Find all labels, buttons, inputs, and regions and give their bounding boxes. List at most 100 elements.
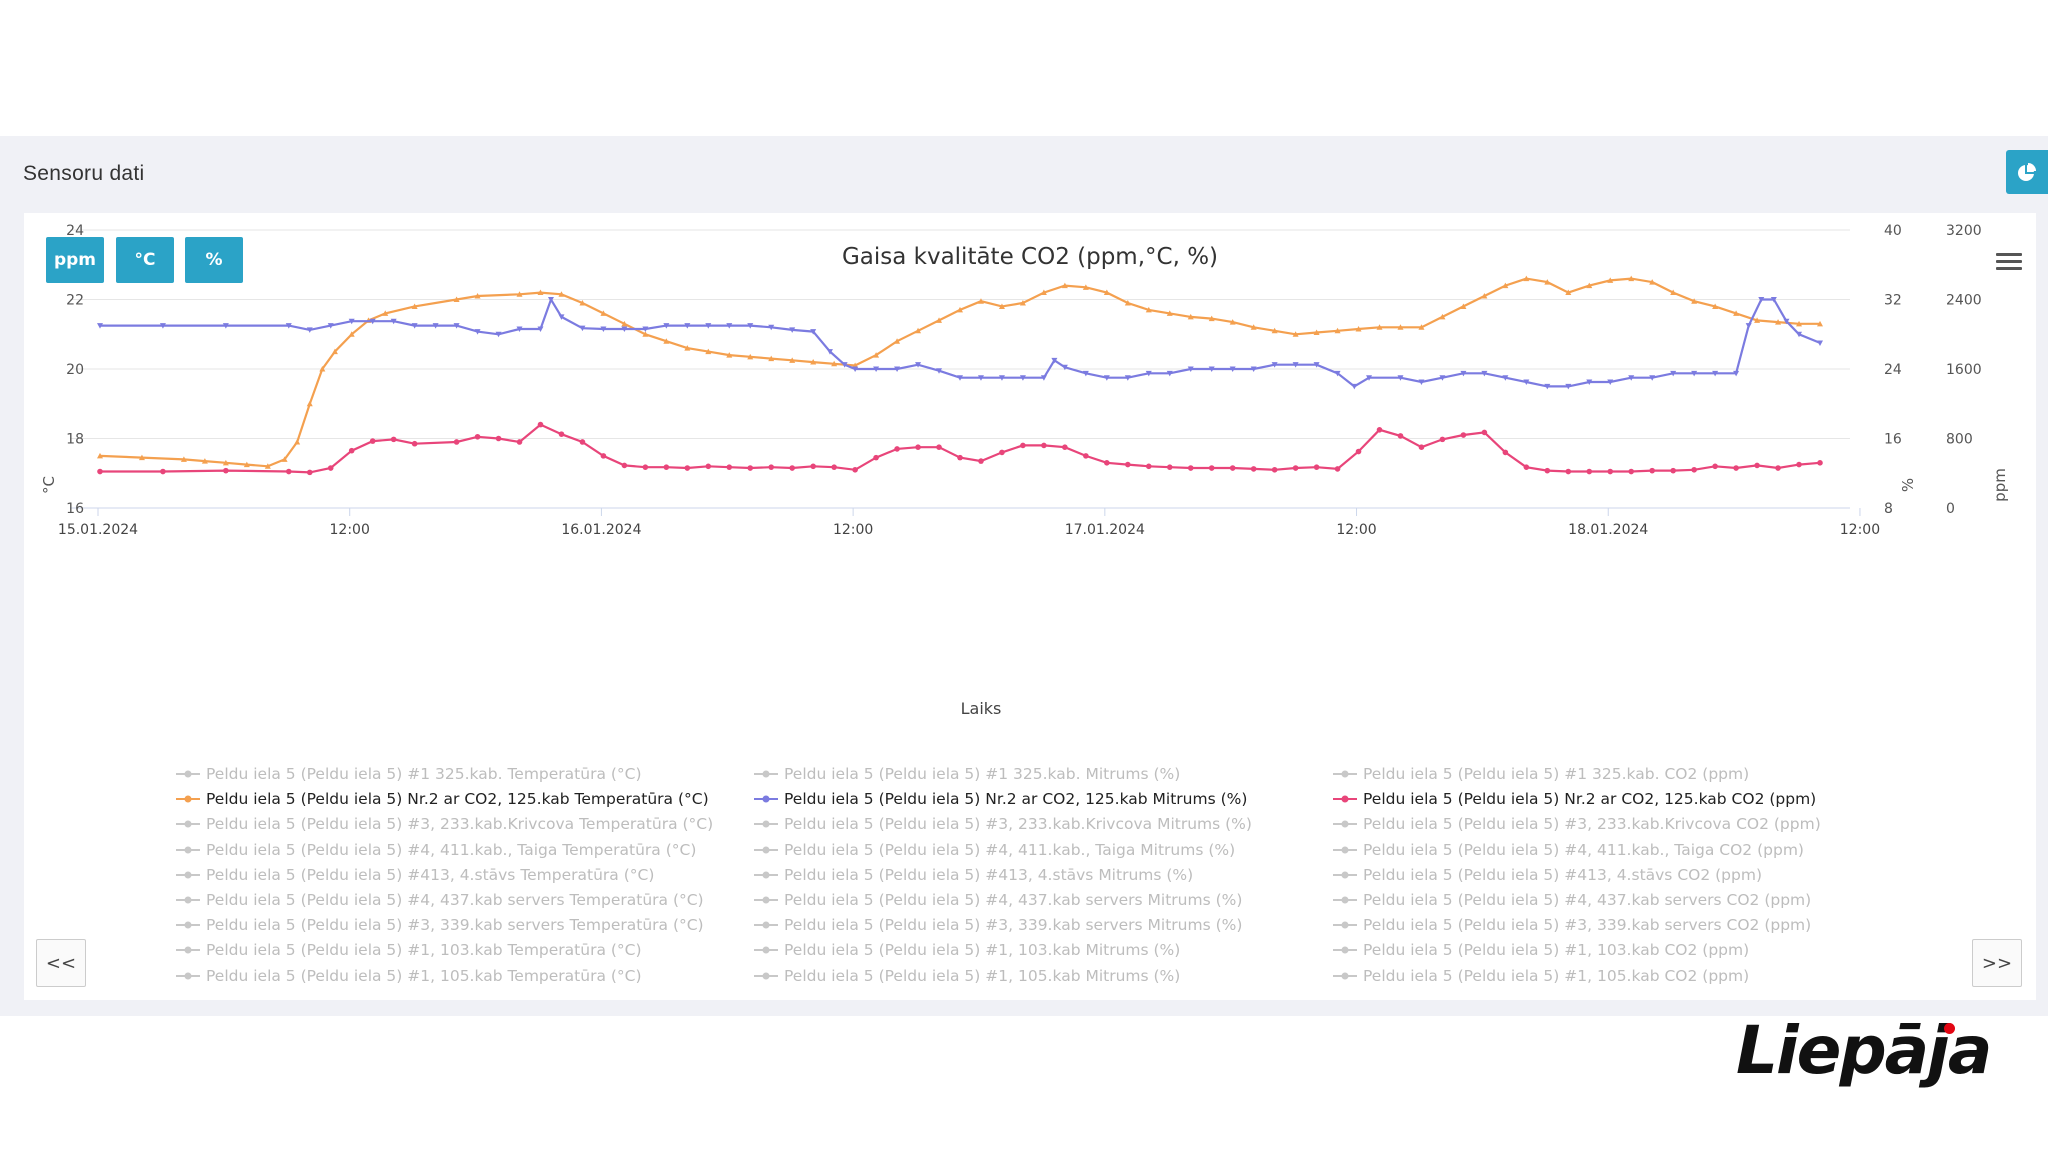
legend-symbol-icon — [1333, 868, 1357, 882]
data-point-co2 — [558, 431, 565, 437]
legend-item[interactable]: Peldu iela 5 (Peldu iela 5) #413, 4.stāv… — [754, 866, 1193, 884]
data-point-temp — [411, 303, 418, 309]
data-point-co2 — [1083, 453, 1089, 459]
data-point-temp — [915, 327, 922, 334]
data-point-humidity — [841, 362, 848, 368]
data-point-temp — [831, 360, 838, 367]
co2-tick-label: 1600 — [1946, 362, 1982, 378]
unit-button-percent[interactable]: % — [185, 237, 243, 283]
legend-label: Peldu iela 5 (Peldu iela 5) #4, 437.kab … — [784, 891, 1243, 909]
data-point-humidity — [768, 324, 775, 331]
legend-item[interactable]: Peldu iela 5 (Peldu iela 5) Nr.2 ar CO2,… — [176, 790, 709, 808]
legend-item[interactable]: Peldu iela 5 (Peldu iela 5) #4, 437.kab … — [1333, 891, 1811, 909]
data-point-co2 — [1229, 465, 1236, 471]
data-point-co2 — [684, 465, 691, 471]
next-button[interactable]: >> — [1972, 939, 2022, 987]
data-point-temp — [348, 331, 355, 337]
data-point-humidity — [663, 323, 670, 329]
chart-menu-icon[interactable] — [1996, 253, 2022, 273]
legend-item[interactable]: Peldu iela 5 (Peldu iela 5) #1, 105.kab … — [1333, 967, 1749, 985]
data-point-temp — [319, 366, 326, 372]
x-tick-label: 18.01.2024 — [1568, 522, 1648, 538]
chart-axis-labels: 16 8 0 18 16 800 20 24 1600 22 32 2400 24 40 3200 15.01… — [58, 223, 1982, 538]
data-point-co2 — [1565, 468, 1572, 475]
data-point-humidity — [474, 329, 481, 335]
data-point-humidity — [1397, 375, 1404, 381]
legend-item[interactable]: Peldu iela 5 (Peldu iela 5) #3, 339.kab … — [754, 916, 1242, 934]
legend-item[interactable]: Peldu iela 5 (Peldu iela 5) #4, 411.kab.… — [754, 841, 1235, 859]
data-point-temp — [264, 463, 271, 469]
legend-item[interactable]: Peldu iela 5 (Peldu iela 5) Nr.2 ar CO2,… — [1333, 790, 1816, 808]
data-point-humidity — [705, 323, 712, 329]
legend-item[interactable]: Peldu iela 5 (Peldu iela 5) #1, 105.kab … — [754, 967, 1180, 985]
legend-label: Peldu iela 5 (Peldu iela 5) #413, 4.stāv… — [1363, 865, 1762, 884]
data-point-temp — [1271, 327, 1278, 334]
legend-symbol-icon — [176, 943, 200, 957]
humidity-tick-label: 24 — [1884, 362, 1902, 378]
data-point-humidity — [1628, 375, 1635, 381]
data-point-temp — [138, 454, 145, 461]
data-point-temp — [243, 461, 250, 468]
legend-label: Peldu iela 5 (Peldu iela 5) #4, 411.kab.… — [1363, 840, 1804, 859]
legend-item[interactable]: Peldu iela 5 (Peldu iela 5) #3, 233.kab.… — [754, 815, 1252, 833]
data-point-co2 — [1166, 464, 1173, 470]
legend-label: Peldu iela 5 (Peldu iela 5) #4, 411.kab.… — [206, 840, 697, 859]
legend-item[interactable]: Peldu iela 5 (Peldu iela 5) #1 325.kab. … — [176, 765, 642, 783]
series-line-humidity — [100, 296, 1821, 388]
data-point-temp — [768, 355, 775, 362]
data-point-co2 — [516, 439, 523, 445]
logo-dot — [1944, 1023, 1955, 1034]
data-point-humidity — [642, 326, 649, 333]
legend-item[interactable]: Peldu iela 5 (Peldu iela 5) #413, 4.stāv… — [176, 866, 654, 884]
legend-item[interactable]: Peldu iela 5 (Peldu iela 5) #1, 103.kab … — [176, 941, 642, 959]
data-point-temp — [281, 456, 288, 462]
legend-item[interactable]: Peldu iela 5 (Peldu iela 5) #3, 339.kab … — [176, 916, 704, 934]
unit-button-ppm[interactable]: ppm — [46, 237, 104, 283]
data-point-temp — [1649, 279, 1656, 285]
data-point-temp — [222, 459, 229, 466]
data-point-co2 — [1313, 464, 1320, 470]
legend-label: Peldu iela 5 (Peldu iela 5) #1, 105.kab … — [1363, 966, 1750, 985]
temp-tick-label: 20 — [66, 362, 84, 378]
legend-item[interactable]: Peldu iela 5 (Peldu iela 5) #3, 233.kab.… — [176, 815, 713, 833]
data-point-humidity — [348, 318, 355, 325]
legend-item[interactable]: Peldu iela 5 (Peldu iela 5) #4, 411.kab.… — [1333, 841, 1804, 859]
legend-item[interactable]: Peldu iela 5 (Peldu iela 5) #1, 103.kab … — [754, 941, 1180, 959]
pie-chart-button[interactable] — [2006, 150, 2048, 194]
prev-button[interactable]: << — [36, 939, 86, 987]
data-point-temp — [1061, 282, 1068, 289]
x-axis-title: Laiks — [961, 699, 1002, 718]
temp-tick-label: 16 — [66, 501, 84, 517]
legend-item[interactable]: Peldu iela 5 (Peldu iela 5) #4, 411.kab.… — [176, 841, 696, 859]
data-point-co2 — [999, 449, 1005, 456]
legend-item[interactable]: Peldu iela 5 (Peldu iela 5) #4, 437.kab … — [754, 891, 1242, 909]
data-point-co2 — [1041, 442, 1047, 449]
co2-tick-label: 2400 — [1946, 293, 1982, 309]
legend-item[interactable]: Peldu iela 5 (Peldu iela 5) #1, 105.kab … — [176, 967, 642, 985]
legend-item[interactable]: Peldu iela 5 (Peldu iela 5) #413, 4.stāv… — [1333, 866, 1762, 884]
data-point-temp — [1019, 299, 1026, 306]
legend-item[interactable]: Peldu iela 5 (Peldu iela 5) #1 325.kab. … — [754, 765, 1180, 783]
legend-item[interactable]: Peldu iela 5 (Peldu iela 5) #1, 103.kab … — [1333, 941, 1749, 959]
legend-item[interactable]: Peldu iela 5 (Peldu iela 5) #4, 437.kab … — [176, 891, 704, 909]
legend-item[interactable]: Peldu iela 5 (Peldu iela 5) #3, 233.kab.… — [1333, 815, 1821, 833]
data-point-humidity — [1460, 370, 1467, 377]
legend-symbol-icon — [1333, 943, 1357, 957]
legend-item[interactable]: Peldu iela 5 (Peldu iela 5) Nr.2 ar CO2,… — [754, 790, 1247, 808]
data-point-temp — [1040, 289, 1047, 296]
data-point-humidity — [453, 323, 460, 329]
data-point-humidity — [852, 366, 859, 372]
legend-item[interactable]: Peldu iela 5 (Peldu iela 5) #3, 339.kab … — [1333, 916, 1811, 934]
chart-series-layer — [97, 275, 1823, 476]
unit-button-celsius[interactable]: °C — [116, 237, 174, 283]
x-tick-label: 12:00 — [833, 522, 873, 538]
data-point-humidity — [432, 323, 439, 329]
data-point-co2 — [411, 440, 418, 447]
legend-item[interactable]: Peldu iela 5 (Peldu iela 5) #1 325.kab. … — [1333, 765, 1749, 783]
data-point-humidity — [516, 326, 523, 333]
data-point-co2 — [1145, 463, 1152, 470]
data-point-humidity — [1649, 375, 1656, 381]
data-point-humidity — [222, 323, 229, 329]
data-point-humidity — [159, 323, 166, 329]
data-point-temp — [894, 338, 901, 344]
